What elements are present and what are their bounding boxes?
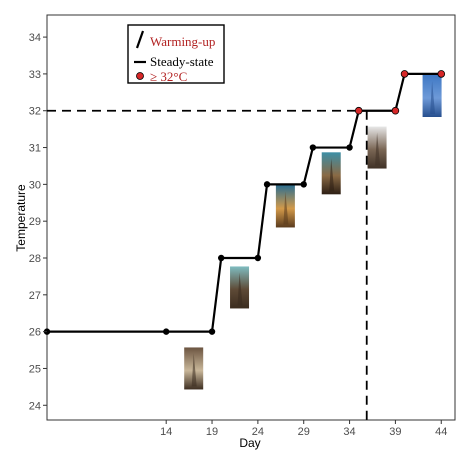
data-point [218,254,225,262]
data-point [346,144,353,151]
x-tick-label: 19 [206,426,218,438]
data-point-above-threshold [354,106,363,115]
x-tick-label: 44 [435,426,447,438]
data-point [300,181,307,188]
y-tick-label: 34 [29,32,41,44]
data-point [254,254,262,262]
y-tick-label: 29 [29,216,41,228]
data-point [309,144,317,151]
y-tick-label: 33 [29,69,41,81]
data-point-above-threshold [391,106,400,115]
y-tick-label: 27 [29,290,41,302]
data-point [263,181,271,188]
data-point [208,328,216,335]
data-point [162,328,170,335]
y-tick-label: 30 [29,179,41,191]
x-axis-title: Day [239,436,260,450]
x-tick-label: 34 [343,426,355,438]
photo-thumbnail [184,347,204,390]
series-points [43,70,446,335]
y-tick-label: 32 [29,106,41,118]
photo-thumbnail [230,266,250,309]
photo-thumbnail [275,185,295,228]
y-tick-label: 31 [29,143,41,155]
legend-label-threshold: ≥ 32°C [150,69,187,84]
y-axis-title: Temperature [14,184,28,252]
plot-panel [46,14,456,421]
legend-label-steady-state: Steady-state [150,54,214,69]
photo-thumbnail [321,152,341,195]
y-axis-ticks: 24 25 26 27 28 29 30 31 32 33 34 [29,32,47,412]
x-axis-ticks: 14 19 24 29 34 39 44 [160,420,447,438]
photo-thumbnails [184,75,442,390]
legend: Warming-up Steady-state ≥ 32°C [127,24,225,84]
data-point-above-threshold [437,70,446,78]
y-tick-label: 25 [29,363,41,375]
x-tick-label: 29 [298,426,310,438]
y-tick-label: 28 [29,253,41,265]
reference-lines [47,109,368,420]
y-tick-label: 26 [29,327,41,339]
legend-box [127,24,225,84]
photo-thumbnail [367,126,387,169]
legend-red-dot-icon [136,72,144,80]
data-point-above-threshold [400,70,409,78]
legend-label-warming-up: Warming-up [150,34,215,49]
legend-slash-icon [135,30,145,49]
x-tick-label: 24 [252,426,264,438]
plot-border [46,14,456,421]
x-tick-label: 14 [160,426,172,438]
y-tick-label: 24 [29,400,41,412]
photo-thumbnail [422,75,442,117]
x-tick-label: 39 [389,426,401,438]
